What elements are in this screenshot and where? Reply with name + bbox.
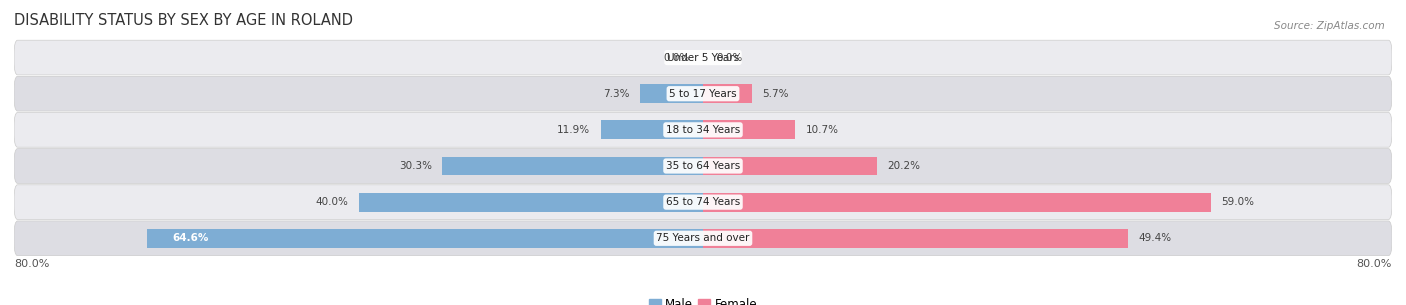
Text: 5.7%: 5.7%: [762, 89, 789, 99]
Text: 75 Years and over: 75 Years and over: [657, 233, 749, 243]
Bar: [703, 193, 1211, 212]
Bar: [359, 193, 703, 212]
Text: Source: ZipAtlas.com: Source: ZipAtlas.com: [1274, 21, 1385, 31]
Text: 49.4%: 49.4%: [1139, 233, 1171, 243]
Bar: [640, 84, 703, 103]
FancyBboxPatch shape: [14, 40, 1392, 75]
Text: 10.7%: 10.7%: [806, 125, 838, 135]
Text: 7.3%: 7.3%: [603, 89, 630, 99]
Text: 40.0%: 40.0%: [315, 197, 349, 207]
Text: 35 to 64 Years: 35 to 64 Years: [666, 161, 740, 171]
Bar: [146, 229, 703, 248]
Text: 0.0%: 0.0%: [664, 52, 690, 63]
Text: 11.9%: 11.9%: [557, 125, 591, 135]
Text: Under 5 Years: Under 5 Years: [666, 52, 740, 63]
FancyBboxPatch shape: [14, 185, 1392, 220]
Text: 65 to 74 Years: 65 to 74 Years: [666, 197, 740, 207]
Text: 5 to 17 Years: 5 to 17 Years: [669, 89, 737, 99]
FancyBboxPatch shape: [14, 113, 1392, 147]
FancyBboxPatch shape: [14, 221, 1392, 256]
Bar: [600, 120, 703, 139]
Text: DISABILITY STATUS BY SEX BY AGE IN ROLAND: DISABILITY STATUS BY SEX BY AGE IN ROLAN…: [14, 13, 353, 28]
Text: 0.0%: 0.0%: [716, 52, 742, 63]
Text: 80.0%: 80.0%: [14, 259, 49, 269]
Bar: [441, 156, 703, 175]
Bar: [703, 84, 752, 103]
Legend: Male, Female: Male, Female: [644, 293, 762, 305]
Text: 59.0%: 59.0%: [1222, 197, 1254, 207]
Text: 80.0%: 80.0%: [1357, 259, 1392, 269]
Text: 18 to 34 Years: 18 to 34 Years: [666, 125, 740, 135]
Bar: [703, 229, 1129, 248]
FancyBboxPatch shape: [14, 149, 1392, 183]
Bar: [703, 120, 796, 139]
Bar: [703, 156, 877, 175]
Text: 30.3%: 30.3%: [399, 161, 432, 171]
Text: 20.2%: 20.2%: [887, 161, 921, 171]
FancyBboxPatch shape: [14, 76, 1392, 111]
Text: 64.6%: 64.6%: [173, 233, 209, 243]
